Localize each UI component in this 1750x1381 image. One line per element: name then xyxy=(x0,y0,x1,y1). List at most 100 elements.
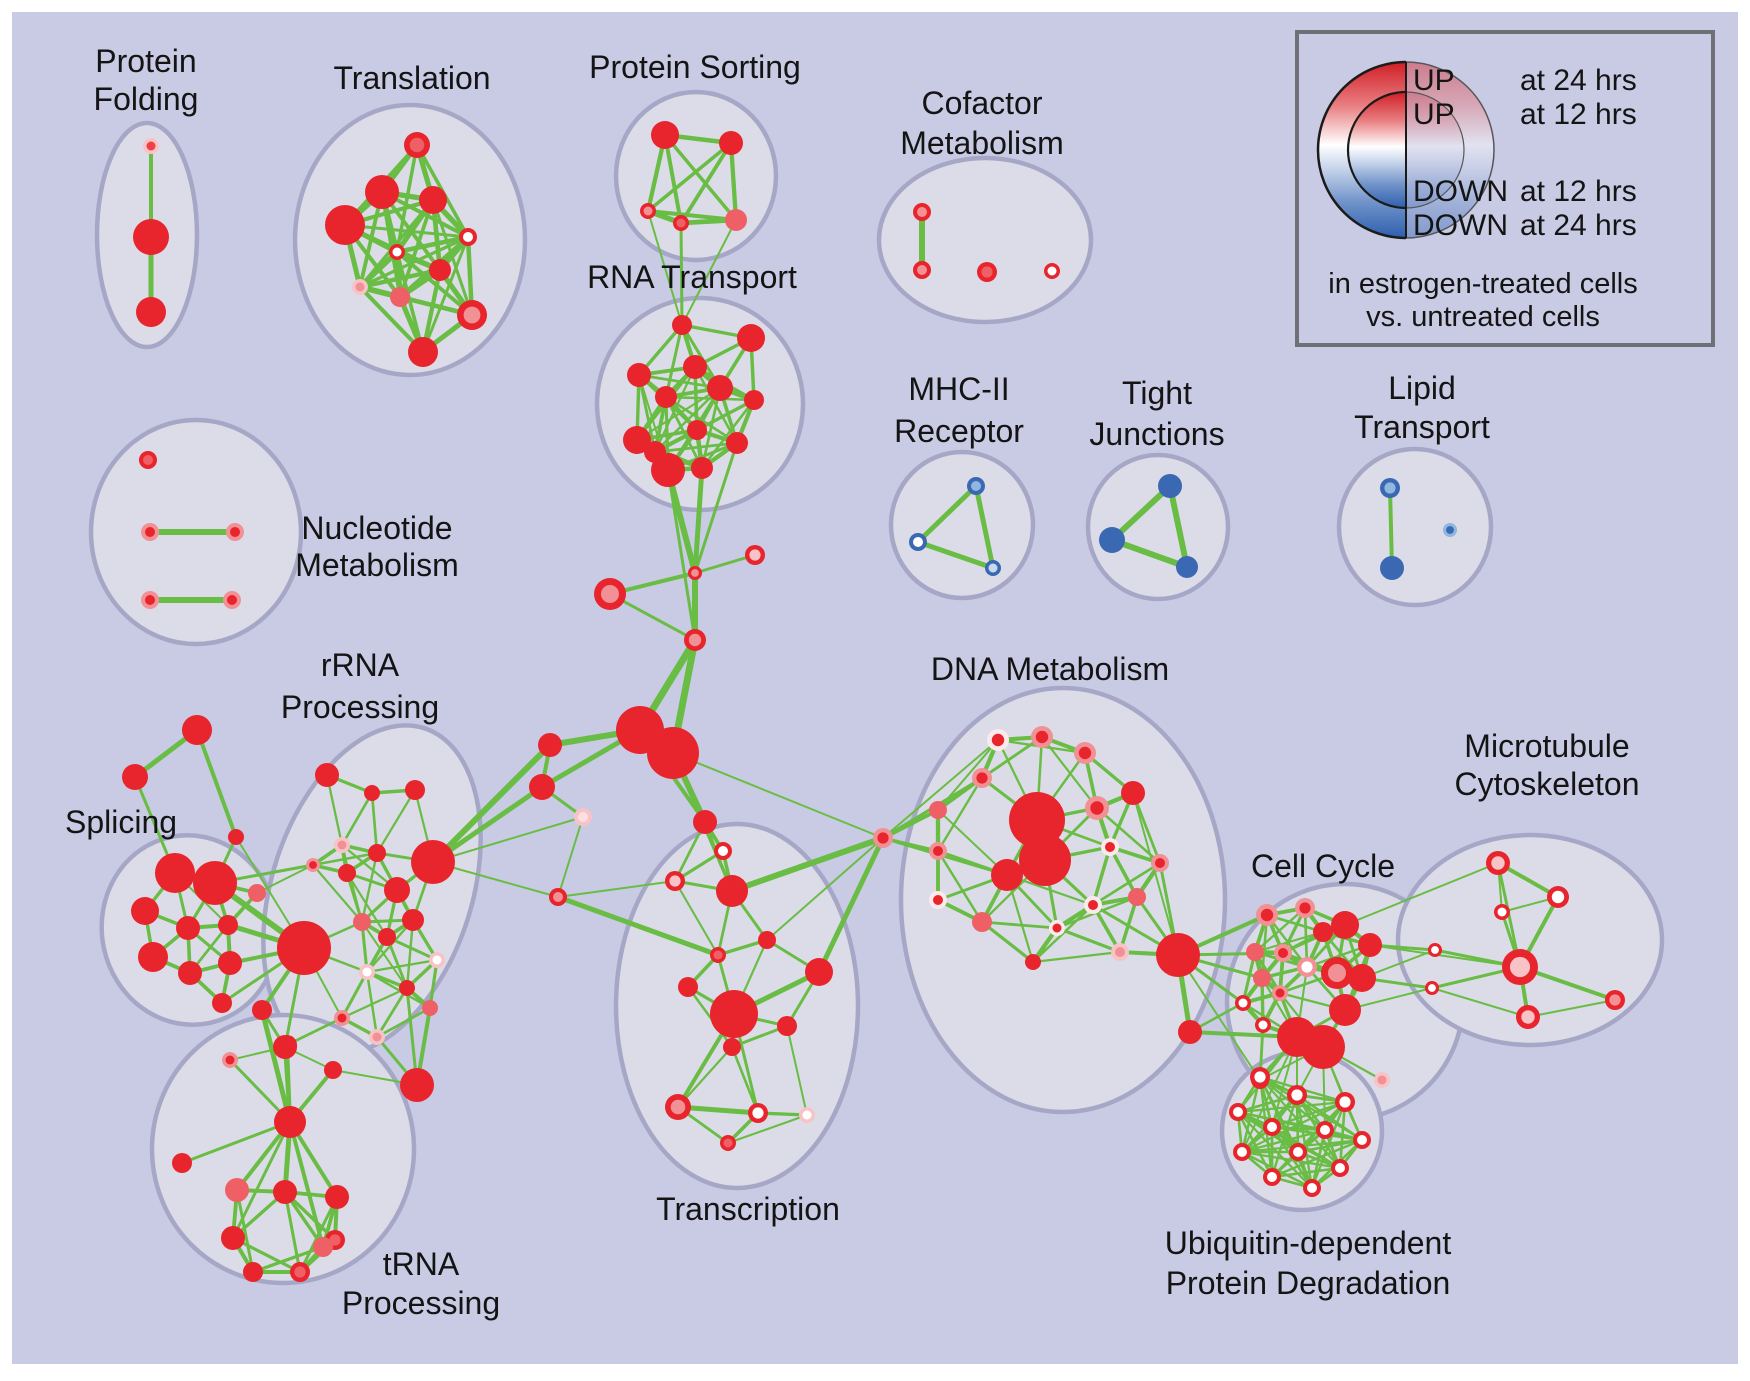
gene-node-dn10[interactable] xyxy=(1101,838,1119,856)
gene-node-to2[interactable] xyxy=(325,1185,349,1209)
gene-node-mt1[interactable] xyxy=(1547,886,1569,908)
gene-node-ub6[interactable] xyxy=(1353,1131,1371,1149)
gene-node-tr0[interactable] xyxy=(252,1000,272,1020)
gene-node-cc3[interactable] xyxy=(1313,922,1333,942)
gene-node-pf2[interactable] xyxy=(136,297,166,327)
gene-node-c2[interactable] xyxy=(745,545,765,565)
gene-node-cc9[interactable] xyxy=(1348,964,1376,992)
gene-node-tl8[interactable] xyxy=(390,287,410,307)
gene-node-rt2[interactable] xyxy=(627,363,651,387)
gene-node-sp3[interactable] xyxy=(176,916,200,940)
gene-node-tx3[interactable] xyxy=(716,875,748,907)
gene-node-tx2[interactable] xyxy=(665,871,685,891)
gene-node-tl3[interactable] xyxy=(325,205,365,245)
gene-node-ub8[interactable] xyxy=(1289,1143,1307,1161)
gene-node-sp6[interactable] xyxy=(178,961,202,985)
gene-node-tx4[interactable] xyxy=(805,958,833,986)
gene-node-mh2[interactable] xyxy=(985,560,1001,576)
gene-node-rt7[interactable] xyxy=(623,426,651,454)
gene-node-t1[interactable] xyxy=(122,764,148,790)
gene-node-rr0[interactable] xyxy=(315,763,339,787)
gene-node-dn16[interactable] xyxy=(1128,888,1146,906)
gene-node-sp2[interactable] xyxy=(131,897,159,925)
gene-node-trbig[interactable] xyxy=(400,1068,434,1102)
gene-node-cc8[interactable] xyxy=(1321,957,1353,989)
gene-node-sp0[interactable] xyxy=(155,853,195,893)
gene-node-tx9[interactable] xyxy=(777,1016,797,1036)
gene-node-dn3[interactable] xyxy=(972,768,992,788)
gene-node-tl10[interactable] xyxy=(408,337,438,367)
gene-node-mh0[interactable] xyxy=(967,477,985,495)
gene-node-tx0[interactable] xyxy=(693,810,717,834)
gene-node-to3[interactable] xyxy=(221,1226,245,1250)
gene-node-trh[interactable] xyxy=(274,1106,306,1138)
gene-node-c4[interactable] xyxy=(684,629,706,651)
gene-node-tl0[interactable] xyxy=(404,132,430,158)
gene-node-dn2[interactable] xyxy=(1074,742,1096,764)
gene-node-rt3[interactable] xyxy=(683,355,707,379)
gene-node-tl1[interactable] xyxy=(365,175,399,209)
gene-node-trl[interactable] xyxy=(172,1153,192,1173)
gene-node-dn6[interactable] xyxy=(1085,796,1109,820)
gene-node-cc14[interactable] xyxy=(1255,1017,1271,1033)
gene-node-cc10[interactable] xyxy=(1253,969,1271,987)
gene-node-cc6[interactable] xyxy=(1274,944,1292,962)
gene-node-mh1[interactable] xyxy=(909,533,927,551)
gene-node-lp1[interactable] xyxy=(1380,556,1404,580)
gene-node-cf0[interactable] xyxy=(913,203,931,221)
gene-node-tr2[interactable] xyxy=(273,1035,297,1059)
gene-node-cc12[interactable] xyxy=(1235,995,1251,1011)
gene-node-tx7[interactable] xyxy=(678,977,698,997)
gene-node-dn15[interactable] xyxy=(1084,896,1102,914)
gene-node-lp2[interactable] xyxy=(1443,523,1457,537)
gene-node-dn13[interactable] xyxy=(929,891,947,909)
gene-node-tl7[interactable] xyxy=(352,279,368,295)
gene-node-rt12[interactable] xyxy=(691,457,713,479)
gene-node-tx11[interactable] xyxy=(665,1094,691,1120)
gene-node-rr11[interactable] xyxy=(378,928,396,946)
gene-node-tr3[interactable] xyxy=(324,1061,342,1079)
gene-node-dn14[interactable] xyxy=(972,912,992,932)
gene-node-ps3[interactable] xyxy=(673,215,689,231)
gene-node-rt8[interactable] xyxy=(687,420,707,440)
gene-node-dn1[interactable] xyxy=(1031,726,1053,748)
gene-node-tx8[interactable] xyxy=(710,990,758,1038)
gene-node-rt9[interactable] xyxy=(726,432,748,454)
gene-node-mt4[interactable] xyxy=(1425,981,1439,995)
gene-node-rr10[interactable] xyxy=(353,913,371,931)
gene-node-tj0[interactable] xyxy=(1158,474,1182,498)
gene-node-dn12[interactable] xyxy=(1151,854,1169,872)
gene-node-tx6[interactable] xyxy=(710,947,726,963)
gene-node-sp5[interactable] xyxy=(138,942,168,972)
gene-node-cc4[interactable] xyxy=(1358,933,1382,957)
gene-node-sp8[interactable] xyxy=(212,993,232,1013)
gene-node-tl5[interactable] xyxy=(389,244,405,260)
gene-node-mt5[interactable] xyxy=(1502,949,1538,985)
gene-node-tx13[interactable] xyxy=(799,1107,815,1123)
gene-node-pf1[interactable] xyxy=(133,219,169,255)
gene-node-rr6[interactable] xyxy=(368,844,386,862)
gene-node-mt2[interactable] xyxy=(1494,904,1510,920)
gene-node-tl6[interactable] xyxy=(429,259,451,281)
gene-node-nm2[interactable] xyxy=(226,523,244,541)
gene-node-t0[interactable] xyxy=(182,715,212,745)
gene-node-cr1[interactable] xyxy=(538,733,562,757)
gene-node-rt6[interactable] xyxy=(744,390,764,410)
gene-node-cc5[interactable] xyxy=(1246,943,1264,961)
gene-node-nm0[interactable] xyxy=(139,451,157,469)
gene-node-to7[interactable] xyxy=(313,1237,333,1257)
gene-node-tj2[interactable] xyxy=(1176,556,1198,578)
gene-node-rr2[interactable] xyxy=(405,780,425,800)
gene-node-hub2[interactable] xyxy=(647,727,699,779)
gene-node-rr12[interactable] xyxy=(429,952,445,968)
gene-node-mt0[interactable] xyxy=(1486,851,1510,875)
gene-node-cf2[interactable] xyxy=(977,262,997,282)
gene-node-pf0[interactable] xyxy=(143,138,159,154)
gene-node-dn18[interactable] xyxy=(1111,943,1129,961)
gene-node-cc13[interactable] xyxy=(1329,994,1361,1026)
gene-node-to5[interactable] xyxy=(243,1262,263,1282)
gene-node-rt5[interactable] xyxy=(707,375,733,401)
gene-node-tx10[interactable] xyxy=(723,1038,741,1056)
gene-node-to1[interactable] xyxy=(273,1180,297,1204)
gene-node-cch[interactable] xyxy=(1156,933,1200,977)
